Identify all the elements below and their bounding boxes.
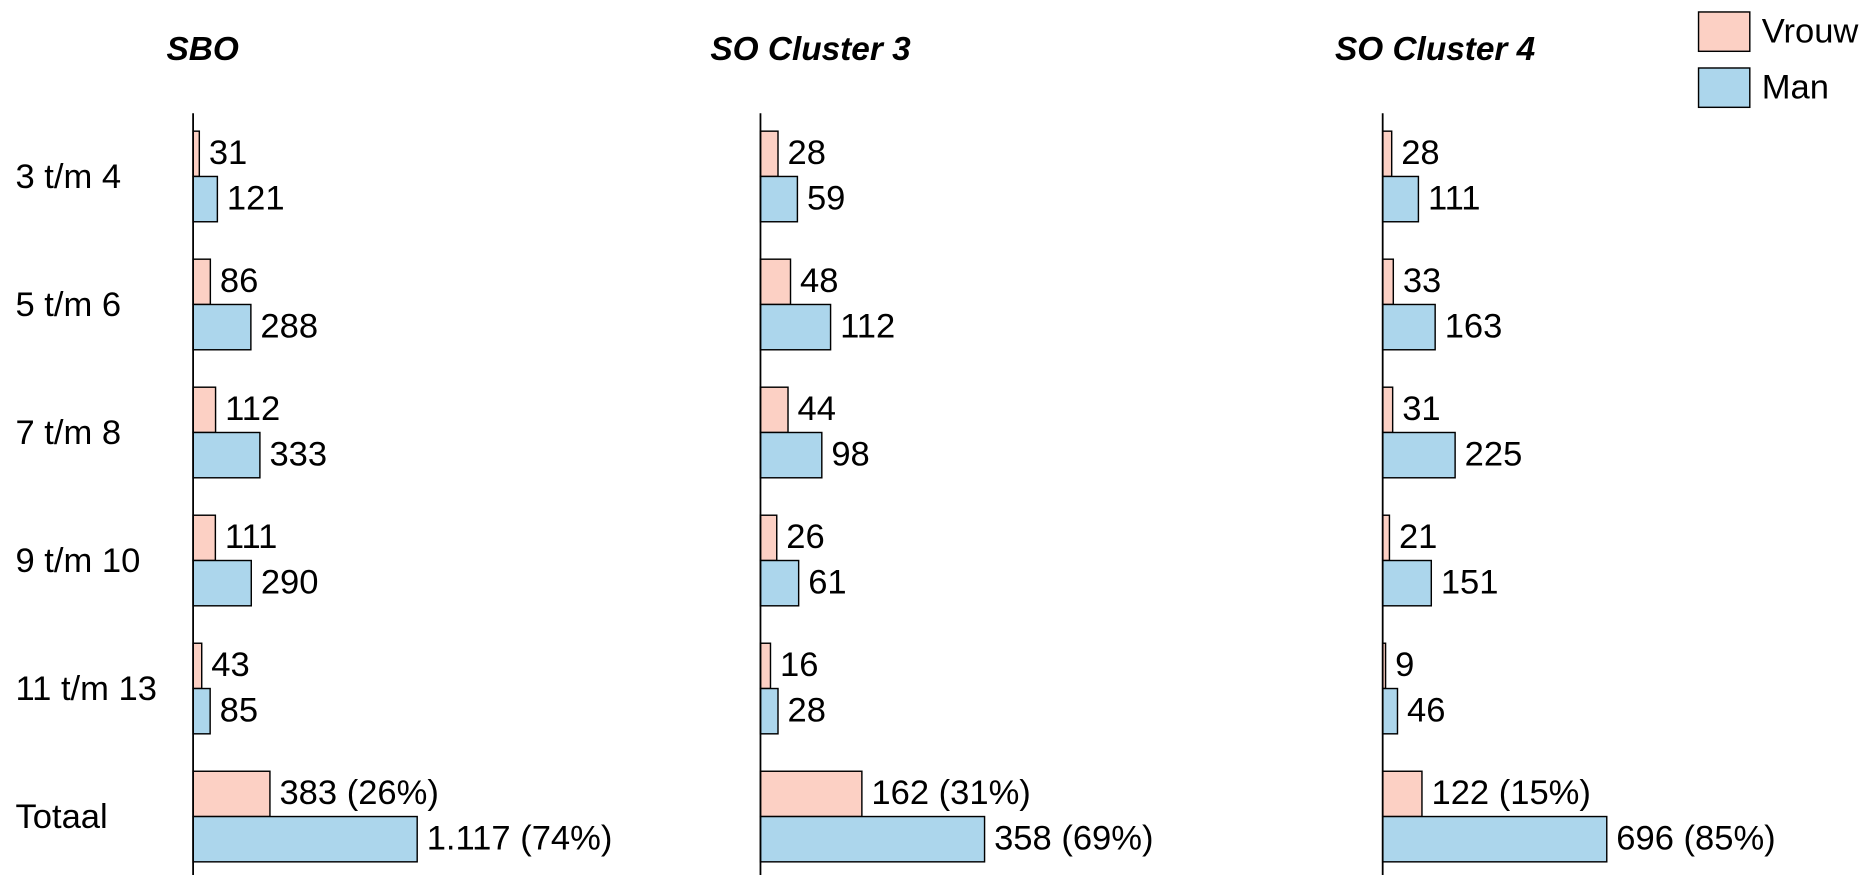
category-label: Totaal <box>15 798 107 836</box>
value-label: 31 <box>1402 390 1440 428</box>
bar <box>192 258 212 306</box>
bar <box>759 130 779 178</box>
bar <box>759 258 792 306</box>
bar <box>759 770 863 818</box>
value-label: 9 <box>1395 646 1414 684</box>
value-label: 111 <box>225 518 278 556</box>
value-label: 122 (15%) <box>1431 774 1590 812</box>
value-label: 48 <box>800 262 838 300</box>
value-label: 28 <box>1401 134 1439 172</box>
bar <box>192 687 211 735</box>
bar <box>1381 258 1395 306</box>
value-label: 85 <box>220 691 258 729</box>
value-label: 288 <box>260 307 318 345</box>
bar <box>192 386 217 434</box>
bar <box>192 303 252 351</box>
value-label: 59 <box>807 179 845 217</box>
category-label: 3 t/m 4 <box>15 158 121 196</box>
bar <box>759 386 789 434</box>
value-label: 98 <box>831 435 869 473</box>
value-label: 112 <box>225 390 280 428</box>
bar <box>759 303 832 351</box>
value-label: 33 <box>1403 262 1441 300</box>
bar <box>1381 514 1391 562</box>
bar <box>759 687 779 735</box>
panel-title: SBO <box>166 31 238 68</box>
value-label: 46 <box>1407 691 1445 729</box>
bar <box>759 514 778 562</box>
value-label: 16 <box>780 646 818 684</box>
legend-swatch <box>1697 11 1751 53</box>
panel-title: SO Cluster 4 <box>1335 31 1535 68</box>
value-label: 112 <box>840 307 895 345</box>
legend-label: Man <box>1762 69 1829 107</box>
bar <box>759 642 772 690</box>
bar <box>192 514 217 562</box>
bar <box>759 175 799 223</box>
bar <box>1381 303 1436 351</box>
bar <box>759 431 823 479</box>
bar <box>192 642 203 690</box>
value-label: 151 <box>1441 563 1499 601</box>
value-label: 21 <box>1399 518 1437 556</box>
bar <box>1381 431 1456 479</box>
category-label: 5 t/m 6 <box>15 286 121 324</box>
bar <box>1381 770 1423 818</box>
category-label: 11 t/m 13 <box>15 670 156 708</box>
bar <box>1381 386 1394 434</box>
bar <box>759 815 986 863</box>
bar <box>759 559 800 607</box>
legend-swatch <box>1697 67 1751 109</box>
value-label: 43 <box>211 646 249 684</box>
value-label: 121 <box>227 179 285 217</box>
panel-title: SO Cluster 3 <box>710 31 911 68</box>
bar <box>192 130 201 178</box>
bar <box>192 770 271 818</box>
bar <box>192 815 418 863</box>
value-label: 111 <box>1428 179 1481 217</box>
value-label: 28 <box>788 134 826 172</box>
value-label: 163 <box>1445 307 1503 345</box>
category-label: 7 t/m 8 <box>15 414 121 452</box>
value-label: 31 <box>209 134 247 172</box>
value-label: 1.117 (74%) <box>427 820 613 858</box>
value-label: 61 <box>808 563 846 601</box>
value-label: 225 <box>1465 435 1523 473</box>
value-label: 162 (31%) <box>871 774 1030 812</box>
bar <box>1381 815 1608 863</box>
legend-label: Vrouw <box>1762 13 1860 51</box>
value-label: 358 (69%) <box>994 820 1153 858</box>
value-label: 86 <box>220 262 258 300</box>
bar <box>192 431 261 479</box>
value-label: 44 <box>798 390 836 428</box>
value-label: 28 <box>788 691 826 729</box>
bar <box>1381 130 1393 178</box>
bar <box>1381 687 1399 735</box>
bar <box>192 175 219 223</box>
value-label: 383 (26%) <box>279 774 438 812</box>
value-label: 333 <box>269 435 327 473</box>
bar <box>192 559 252 607</box>
category-label: 9 t/m 10 <box>15 542 140 580</box>
value-label: 26 <box>786 518 824 556</box>
bar <box>1381 559 1433 607</box>
bar <box>1381 175 1420 223</box>
value-label: 696 (85%) <box>1616 820 1775 858</box>
value-label: 290 <box>261 563 319 601</box>
